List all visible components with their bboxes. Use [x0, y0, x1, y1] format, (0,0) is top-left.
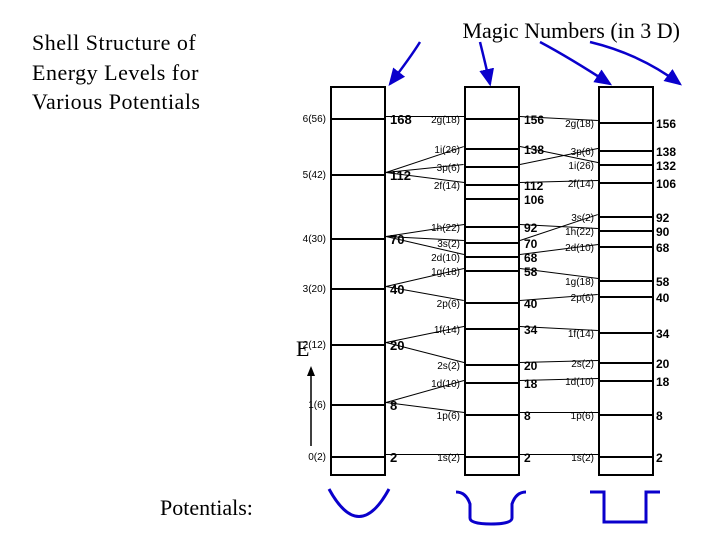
potential-shapes-row [310, 484, 710, 534]
level-magic-number: 156 [656, 117, 676, 131]
column-rounded-well: 2g(18)156 1i(26)138 3p(6) 2f(14)112 106 1h(22… [464, 86, 520, 476]
potentials-label: Potentials: [160, 495, 253, 521]
level-magic-number: 106 [524, 193, 544, 207]
energy-level: 2p(6)40 [598, 296, 654, 298]
energy-level: 2s(2)20 [598, 362, 654, 364]
rounded-well-potential-icon [456, 484, 528, 530]
title-left-line2: Energy Levels for [32, 60, 199, 85]
title-left: Shell Structure of Energy Levels for Var… [32, 28, 201, 117]
energy-level: 1i(26)132 [598, 164, 654, 166]
energy-level: 1s(2)2 [598, 456, 654, 458]
energy-level: 4(30)70 [330, 238, 386, 240]
energy-level: 1h(22)92 [464, 226, 520, 228]
level-magic-number: 70 [524, 237, 537, 251]
level-label-left: 1i(26) [568, 161, 594, 172]
level-label-left: 1h(22) [565, 227, 594, 238]
energy-level: 2(12)20 [330, 344, 386, 346]
energy-level: 1s(2)2 [464, 456, 520, 458]
level-label-left: 1p(6) [437, 411, 460, 422]
level-magic-number: 92 [656, 211, 669, 225]
energy-level: 3s(2)70 [464, 242, 520, 244]
level-magic-number: 2 [390, 450, 397, 465]
energy-level-diagram: 6(56)168 5(42)112 4(30)70 3(20)40 2(12)20 1(6… [330, 86, 700, 476]
level-label-left: 4(30) [303, 234, 326, 245]
energy-level: 1p(6)8 [464, 414, 520, 416]
energy-level: 2p(6)40 [464, 302, 520, 304]
level-label-left: 2g(18) [565, 119, 594, 130]
level-connector [386, 454, 464, 455]
energy-level: 2f(14)106 [598, 182, 654, 184]
level-magic-number: 68 [656, 241, 669, 255]
title-left-line1: Shell Structure of [32, 30, 196, 55]
energy-level: 1g(18)58 [464, 270, 520, 272]
energy-level: 1p(6)8 [598, 414, 654, 416]
level-label-left: 3(20) [303, 284, 326, 295]
level-label-left: 0(2) [308, 452, 326, 463]
column-harmonic: 6(56)168 5(42)112 4(30)70 3(20)40 2(12)20 1(6… [330, 86, 386, 476]
level-label-left: 2f(14) [434, 181, 460, 192]
energy-level: 1i(26)138 [464, 148, 520, 150]
level-magic-number: 58 [524, 265, 537, 279]
energy-level: 6(56)168 [330, 118, 386, 120]
level-label-left: 1g(18) [565, 277, 594, 288]
level-magic-number: 8 [656, 409, 663, 423]
level-magic-number: 18 [656, 375, 669, 389]
level-magic-number: 106 [656, 177, 676, 191]
level-label-left: 2s(2) [437, 361, 460, 372]
level-magic-number: 2 [656, 451, 663, 465]
level-label-left: 2(12) [303, 340, 326, 351]
energy-level: 3p(6)138 [598, 150, 654, 152]
level-label-left: 6(56) [303, 114, 326, 125]
level-magic-number: 40 [656, 291, 669, 305]
level-magic-number: 20 [656, 357, 669, 371]
level-magic-number: 156 [524, 113, 544, 127]
energy-level: 2g(18)156 [598, 122, 654, 124]
level-magic-number: 90 [656, 225, 669, 239]
level-connector [386, 380, 464, 403]
level-magic-number: 138 [656, 145, 676, 159]
energy-level: 1d(10)18 [598, 380, 654, 382]
level-label-left: 2d(10) [431, 253, 460, 264]
level-magic-number: 132 [656, 159, 676, 173]
energy-level: 2s(2)20 [464, 364, 520, 366]
energy-level: 1(6)8 [330, 404, 386, 406]
column-square-well: 2g(18)156 3p(6)138 1i(26)132 2f(14)106 3s(2)… [598, 86, 654, 476]
energy-level: 2d(10)68 [598, 246, 654, 248]
level-connector [520, 454, 598, 455]
level-magic-number: 34 [656, 327, 669, 341]
level-magic-number: 92 [524, 221, 537, 235]
level-label-left: 2p(6) [437, 299, 460, 310]
title-left-line3: Various Potentials [32, 89, 201, 114]
energy-level: 3(20)40 [330, 288, 386, 290]
energy-level: 2f(14)112 [464, 184, 520, 186]
energy-level: 0(2)2 [330, 456, 386, 458]
energy-level: 106 [464, 198, 520, 200]
level-magic-number: 34 [524, 323, 537, 337]
energy-level: 1h(22)90 [598, 230, 654, 232]
level-magic-number: 168 [390, 112, 412, 127]
level-label-left: 1(6) [308, 400, 326, 411]
energy-level: 1d(10)18 [464, 382, 520, 384]
energy-level: 1g(18)58 [598, 280, 654, 282]
level-connector [386, 116, 464, 117]
level-magic-number: 58 [656, 275, 669, 289]
level-label-left: 5(42) [303, 170, 326, 181]
harmonic-potential-icon [324, 484, 394, 530]
square-well-potential-icon [590, 484, 662, 530]
level-connector [386, 402, 464, 413]
energy-level: 3p(6) [464, 166, 520, 168]
energy-level: 2d(10)68 [464, 256, 520, 258]
energy-level: 5(42)112 [330, 174, 386, 176]
energy-level: 1f(14)34 [598, 332, 654, 334]
energy-level: 3s(2)92 [598, 216, 654, 218]
level-connector [520, 412, 598, 413]
energy-level: 1f(14)34 [464, 328, 520, 330]
energy-level: 2g(18)156 [464, 118, 520, 120]
